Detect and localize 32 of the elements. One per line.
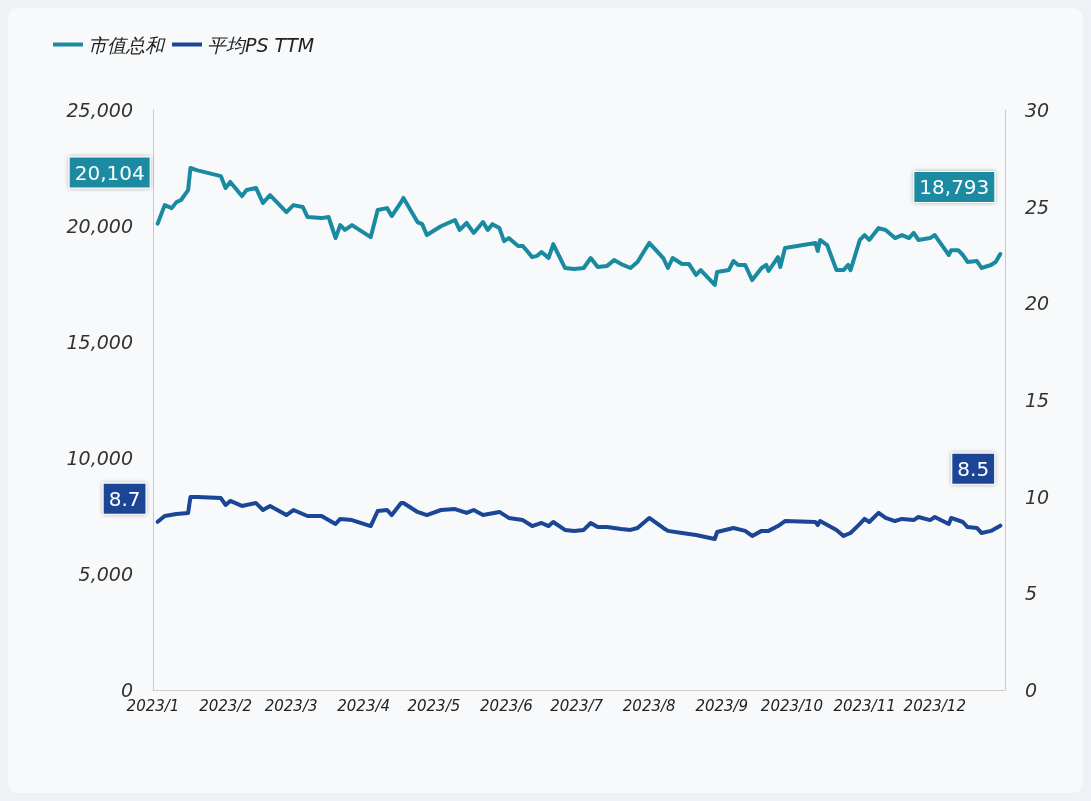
x-tick-label: 2023/6 — [480, 696, 533, 715]
legend-label: 平均PS TTM — [207, 33, 315, 56]
line-series — [155, 495, 1003, 542]
y-tick-label: 15,000 — [66, 331, 133, 353]
y-tick-label: 25,000 — [66, 99, 133, 121]
x-tick-label: 2023/7 — [550, 696, 604, 715]
x-tick-label: 2023/4 — [337, 696, 391, 715]
y2-tick-label: 30 — [1025, 99, 1050, 121]
x-tick-label: 2023/8 — [622, 696, 676, 715]
data-label: 20,104 — [74, 160, 145, 185]
data-label: 18,793 — [919, 175, 990, 199]
data-label: 8.7 — [108, 486, 141, 511]
x-tick-label: 2023/2 — [199, 696, 252, 715]
y-tick-label: 10,000 — [66, 447, 133, 469]
line-series — [155, 166, 1003, 287]
y2-tick-label: 25 — [1025, 195, 1050, 218]
x-tick-label: 2023/1 — [126, 696, 180, 715]
data-label: 8.5 — [957, 456, 990, 481]
y2-tick-label: 10 — [1025, 485, 1050, 508]
x-tick-label: 2023/11 — [833, 696, 896, 715]
x-tick-label: 2023/9 — [695, 696, 749, 715]
legend-label: 市值总和 — [88, 33, 166, 56]
x-tick-label: 2023/10 — [760, 696, 824, 715]
y-tick-label: 5,000 — [78, 563, 133, 585]
x-tick-label: 2023/12 — [903, 696, 966, 715]
y-tick-label: 20,000 — [66, 215, 133, 237]
x-tick-label: 2023/3 — [264, 696, 318, 715]
x-tick-label: 2023/5 — [407, 696, 461, 715]
y2-tick-label: 20 — [1025, 292, 1050, 315]
y2-tick-label: 0 — [1025, 679, 1038, 701]
y2-tick-label: 5 — [1025, 582, 1038, 605]
y2-tick-label: 15 — [1025, 389, 1050, 411]
